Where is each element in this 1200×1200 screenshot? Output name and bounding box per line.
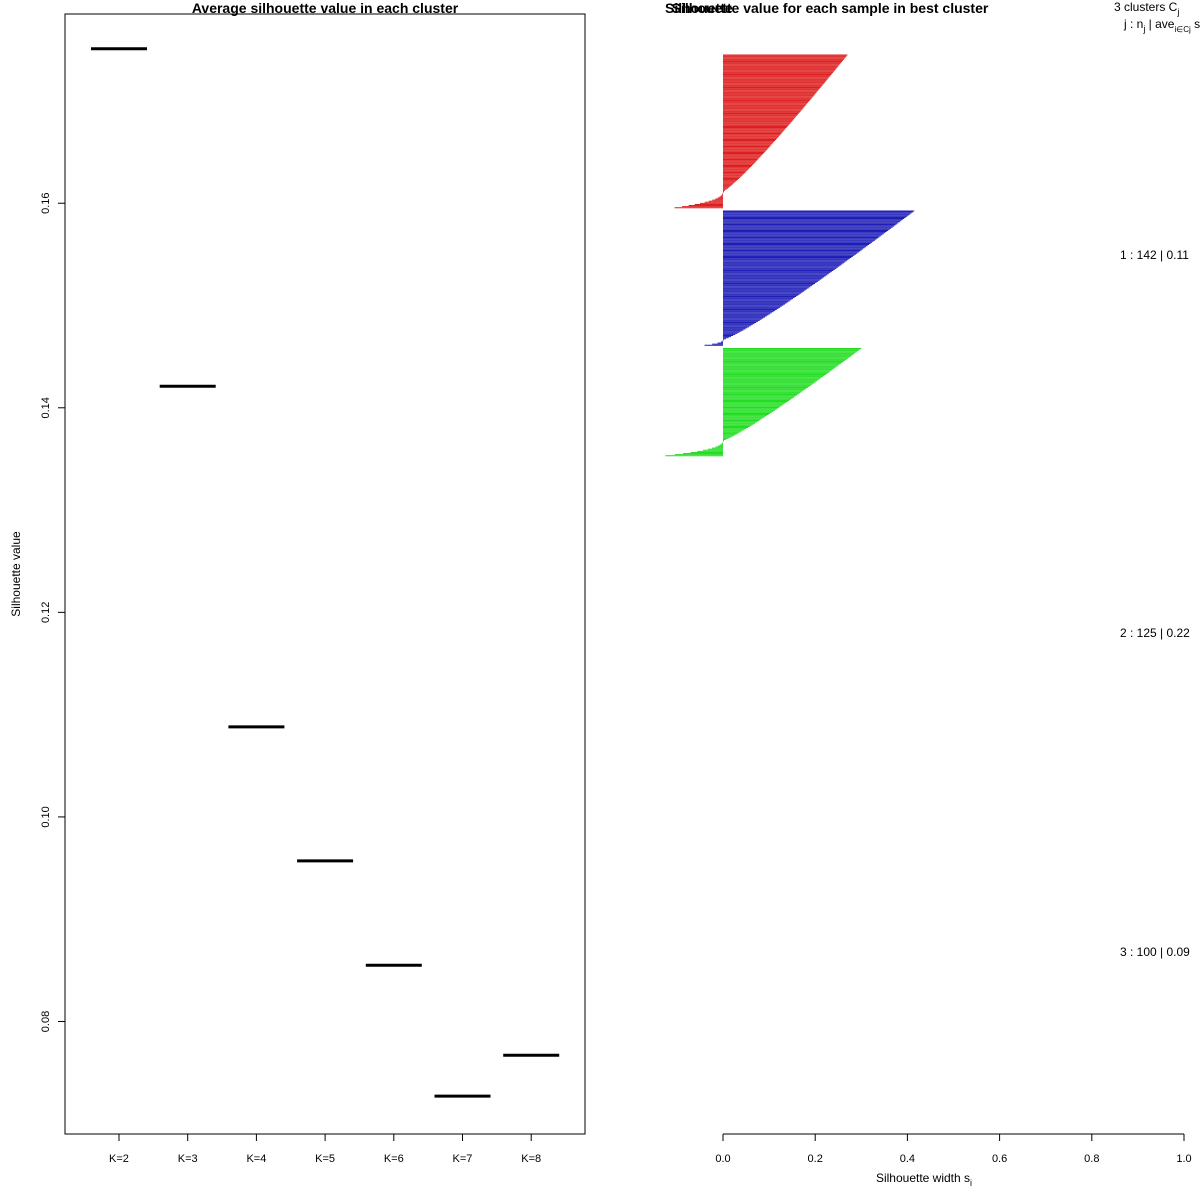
left-plot-box: [64, 13, 586, 1135]
legend-cluster-3: 3 : 100 | 0.09: [1120, 945, 1190, 959]
left-y-tick-label: 0.14: [40, 397, 52, 418]
left-x-tick-label: K=4: [246, 1153, 266, 1165]
left-y-tick-label: 0.08: [40, 1011, 52, 1032]
silhouette-bars: [665, 54, 915, 457]
right-x-tick-label: 0.6: [992, 1153, 1007, 1165]
cluster-2-bars: [704, 210, 915, 346]
left-x-tick-label: K=7: [453, 1153, 473, 1165]
left-panel: Average silhouette value in each cluster…: [9, 0, 586, 1165]
left-chart-title: Average silhouette value in each cluster: [192, 0, 459, 16]
left-x-tick-label: K=2: [109, 1153, 129, 1165]
legend-header-line1: 3 clusters Cj: [1114, 0, 1179, 17]
legend-cluster-1: 1 : 142 | 0.11: [1120, 248, 1189, 262]
right-x-tick-label: 0.0: [715, 1153, 730, 1165]
left-x-tick-label: K=8: [521, 1153, 541, 1165]
left-y-axis-label: Silhouette value: [9, 531, 23, 617]
left-y-tick-label: 0.12: [40, 602, 52, 623]
cluster-legend: 3 clusters Cj j : nj | avei∈Cj s 1 : 142…: [1114, 0, 1200, 959]
left-x-tick-label: K=6: [384, 1153, 404, 1165]
right-x-tick-label: 1.0: [1176, 1153, 1191, 1165]
left-y-tick-label: 0.16: [40, 193, 52, 214]
right-x-axis: 0.0 0.2 0.4 0.6 0.8 1.0: [715, 1133, 1192, 1165]
left-mean-segments: [91, 47, 560, 1098]
left-y-axis: 0.08 0.10 0.12 0.14 0.16: [40, 193, 66, 1032]
right-panel: Silhouette Silhouette value for each sam…: [665, 0, 1200, 1188]
legend-header-line2: j : nj | avei∈Cj s: [1123, 17, 1200, 34]
cluster-1-bars: [674, 54, 848, 209]
right-x-tick-label: 0.2: [808, 1153, 823, 1165]
legend-cluster-2: 2 : 125 | 0.22: [1120, 626, 1190, 640]
right-chart-title: Silhouette value for each sample in best…: [672, 0, 989, 16]
left-x-axis: K=2 K=3 K=4 K=5 K=6 K=7 K=8: [109, 1133, 541, 1165]
right-x-tick-label: 0.8: [1084, 1153, 1099, 1165]
right-x-tick-label: 0.4: [900, 1153, 915, 1165]
right-chart-title-overlap: Silhouette: [665, 0, 733, 16]
left-y-tick-label: 0.10: [40, 806, 52, 827]
left-x-tick-label: K=3: [178, 1153, 198, 1165]
right-x-axis-label: Silhouette width si: [876, 1171, 972, 1188]
left-x-tick-label: K=5: [315, 1153, 335, 1165]
cluster-3-bars: [665, 347, 862, 457]
